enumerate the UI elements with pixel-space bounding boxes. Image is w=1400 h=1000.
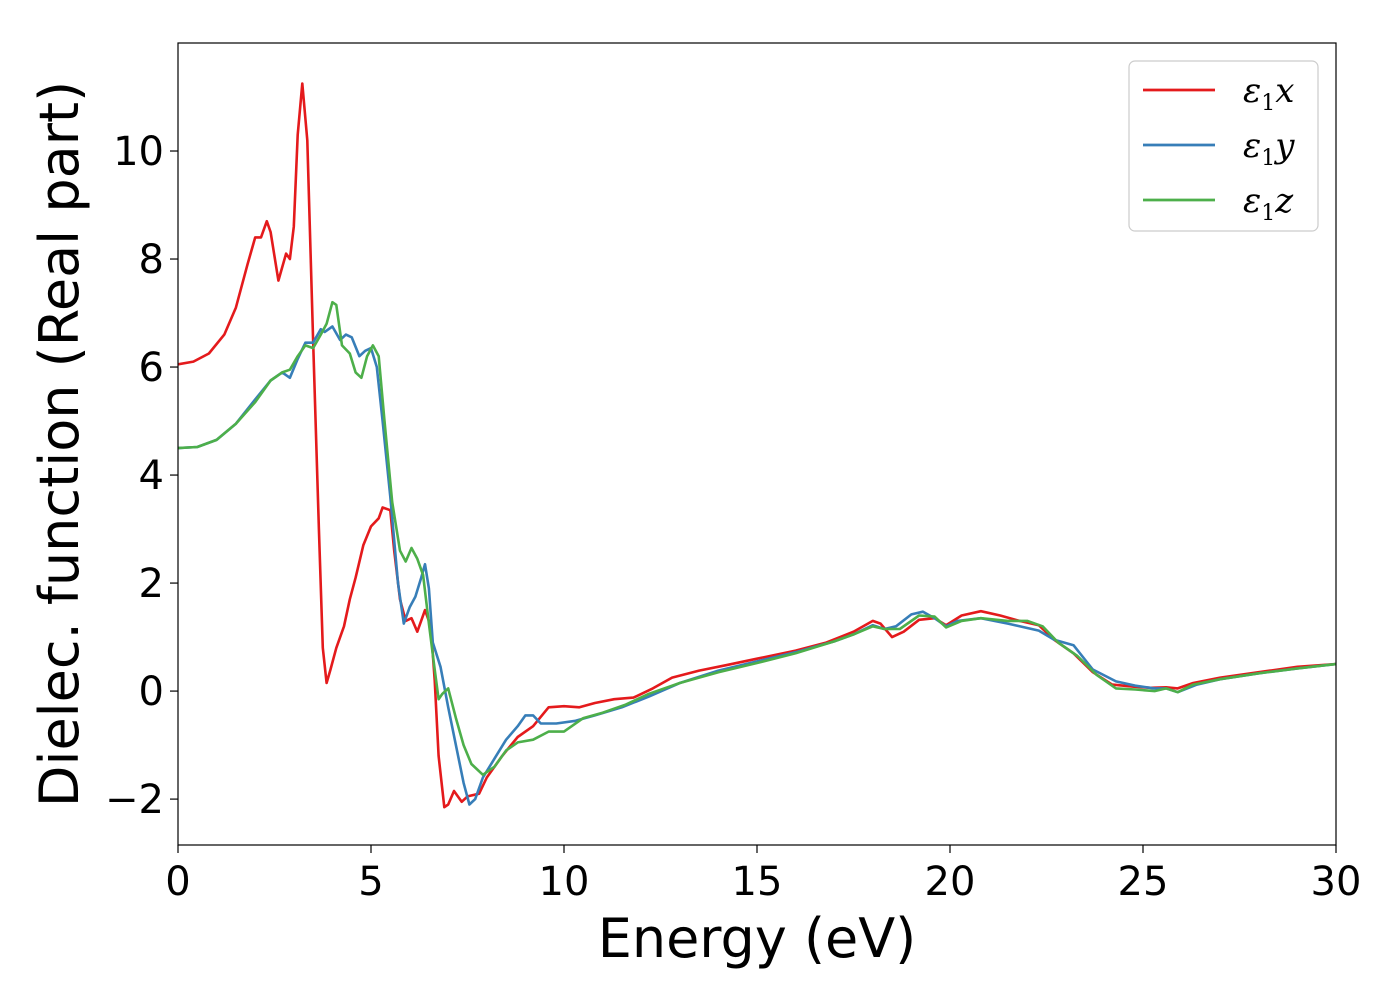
y-axis: −2 0 2 4 6 8 10 xyxy=(105,129,178,823)
series-line-z xyxy=(178,300,1336,777)
y-tick-label: 8 xyxy=(139,237,164,283)
x-tick-label: 10 xyxy=(539,859,590,905)
legend-label: ε1y xyxy=(1243,126,1295,171)
legend-label: ε1z xyxy=(1243,181,1294,226)
y-tick-label: −2 xyxy=(105,777,164,823)
series-line-y xyxy=(178,325,1336,806)
x-tick-label: 5 xyxy=(358,859,383,905)
plot-frame xyxy=(177,42,1337,846)
legend: ε1x ε1y ε1z xyxy=(1128,60,1319,232)
legend-label: ε1x xyxy=(1243,71,1294,116)
x-tick-label: 15 xyxy=(732,859,783,905)
y-axis-label: Dielec. function (Real part) xyxy=(28,81,91,807)
y-tick-label: 2 xyxy=(139,561,164,607)
legend-box xyxy=(1128,60,1319,232)
x-tick-label: 20 xyxy=(925,859,976,905)
x-axis-label: Energy (eV) xyxy=(598,907,917,970)
y-tick-label: 0 xyxy=(139,669,164,715)
x-axis: 0 5 10 15 20 25 30 xyxy=(165,845,1361,905)
y-tick-label: 10 xyxy=(113,129,164,175)
x-tick-label: 0 xyxy=(165,859,190,905)
y-tick-label: 6 xyxy=(139,345,164,391)
plot-lines xyxy=(178,82,1336,809)
x-tick-label: 30 xyxy=(1311,859,1362,905)
x-tick-label: 25 xyxy=(1118,859,1169,905)
y-tick-label: 4 xyxy=(139,453,164,499)
